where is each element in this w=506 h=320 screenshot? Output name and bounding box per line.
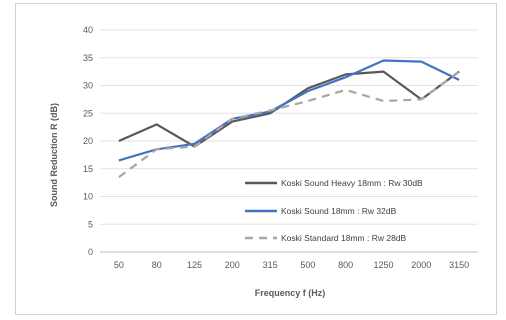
y-tick-label: 5	[88, 219, 93, 229]
y-tick-label: 10	[83, 192, 93, 202]
y-tick-label: 30	[83, 81, 93, 91]
x-tick-label: 3150	[449, 260, 469, 270]
x-tick-label: 50	[114, 260, 124, 270]
series-lines	[118, 59, 460, 178]
x-tick-label: 315	[263, 260, 278, 270]
x-tick-label: 2000	[411, 260, 431, 270]
legend-label: Koski Standard 18mm : Rw 28dB	[281, 233, 407, 243]
x-axis-ticks: 50 80 125 200 315 500 800 1250 2000 3150	[114, 260, 469, 270]
x-tick-label: 125	[187, 260, 202, 270]
y-tick-label: 25	[83, 108, 93, 118]
series-line-3	[118, 70, 460, 178]
x-tick-label: 80	[152, 260, 162, 270]
y-tick-label: 20	[83, 136, 93, 146]
y-axis-title: Sound Reduction R (dB)	[49, 103, 59, 207]
y-tick-label: 15	[83, 164, 93, 174]
gridlines	[100, 29, 478, 253]
y-axis-ticks: 0 5 10 15 20 25 30 35 40	[83, 25, 93, 257]
x-tick-label: 800	[338, 260, 353, 270]
legend: Koski Sound Heavy 18mm : Rw 30dB Koski So…	[245, 178, 423, 243]
y-tick-label: 35	[83, 53, 93, 63]
series-line-2	[118, 59, 460, 162]
x-tick-label: 200	[225, 260, 240, 270]
y-tick-label: 0	[88, 247, 93, 257]
x-tick-label: 1250	[373, 260, 393, 270]
y-tick-label: 40	[83, 25, 93, 35]
x-axis-title: Frequency f (Hz)	[255, 288, 326, 298]
series-line-1	[118, 70, 460, 148]
x-tick-label: 500	[300, 260, 315, 270]
legend-label: Koski Sound Heavy 18mm : Rw 30dB	[281, 178, 423, 188]
chart-frame	[15, 3, 497, 315]
legend-label: Koski Sound 18mm : Rw 32dB	[281, 206, 397, 216]
